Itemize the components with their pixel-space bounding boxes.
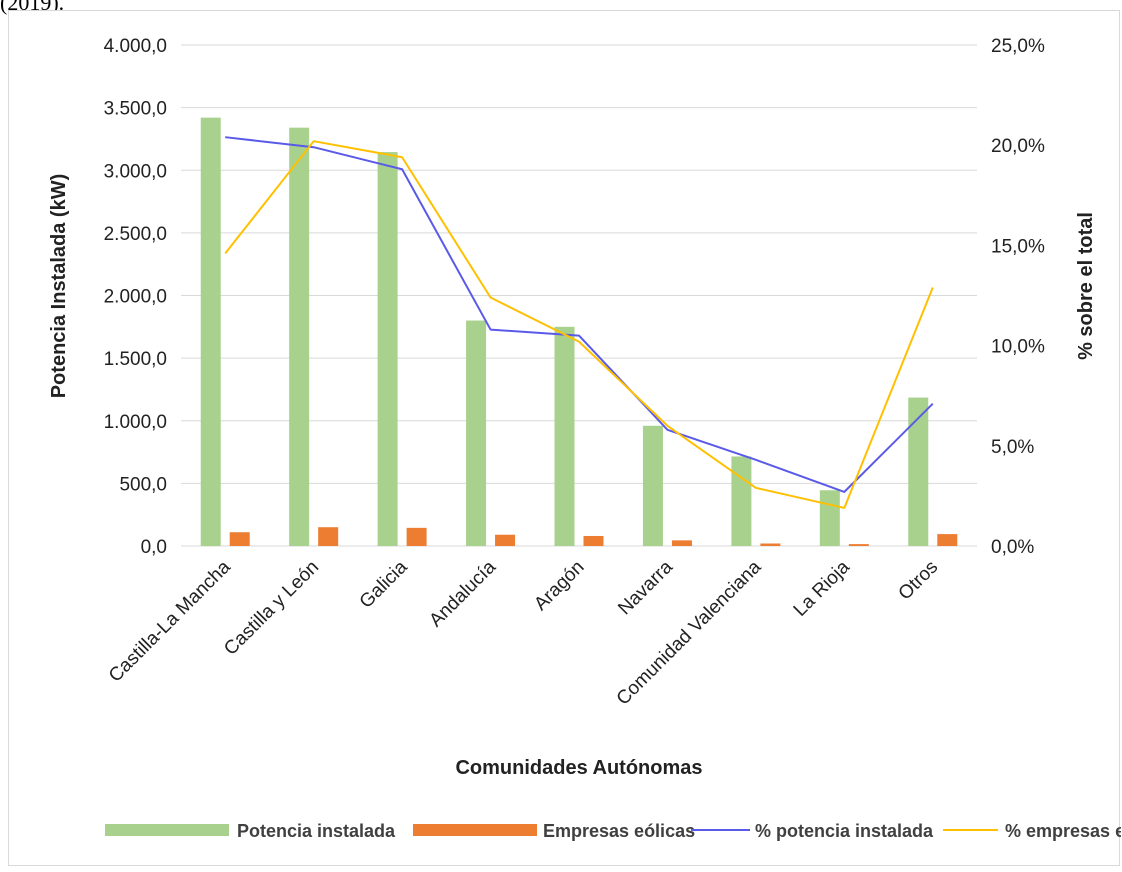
y2-tick-label: 0,0%: [991, 537, 1034, 558]
legend-label-empresas-eolicas: Empresas eólicas: [543, 821, 695, 841]
category-label-comunidad-valenciana: Comunidad Valenciana: [613, 556, 766, 709]
legend-label-pct-empresas: % empresas eólicas: [1005, 821, 1121, 841]
legend: Potencia instalada Empresas eólicas % po…: [105, 821, 1121, 841]
legend-swatch-potencia-instalada: [105, 824, 229, 836]
y-tick-label: 3.500,0: [104, 99, 167, 120]
x-axis-title: Comunidades Autónomas: [455, 757, 702, 779]
y2-tick-label: 10,0%: [991, 337, 1045, 358]
y-tick-label: 1.000,0: [104, 412, 167, 433]
category-label-castilla-y-leon: Castilla y León: [220, 557, 323, 660]
y-tick-label: 2.500,0: [104, 224, 167, 245]
bar-potencia-instalada-castilla-la-mancha: [201, 118, 221, 546]
category-label-navarra: Navarra: [614, 556, 677, 619]
series-lines: [225, 137, 933, 508]
category-label-andalucia: Andalucía: [425, 556, 500, 631]
y-axis-title: Potencia Instalada (kW): [48, 174, 70, 399]
bar-empresas-eolicas-castilla-la-mancha: [230, 532, 250, 546]
legend-label-pct-potencia: % potencia instalada: [755, 821, 934, 841]
bar-empresas-eolicas-otros: [937, 534, 957, 546]
y-tick-label: 2.000,0: [104, 287, 167, 308]
category-label-la-rioja: La Rioja: [790, 556, 854, 620]
right-axis-ticks: 0,0% 5,0% 10,0% 15,0% 20,0% 25,0%: [991, 36, 1045, 558]
y-tick-label: 500,0: [119, 474, 167, 495]
bar-potencia-instalada-andalucia: [466, 321, 486, 546]
bar-empresas-eolicas-castilla-y-leon: [318, 527, 338, 546]
bar-potencia-instalada-otros: [908, 398, 928, 546]
bar-potencia-instalada-navarra: [643, 426, 663, 546]
bar-potencia-instalada-galicia: [378, 152, 398, 546]
bar-empresas-eolicas-la-rioja: [849, 544, 869, 546]
y-tick-label: 0,0: [141, 537, 167, 558]
y2-tick-label: 15,0%: [991, 236, 1045, 257]
bar-empresas-eolicas-andalucia: [495, 535, 515, 546]
category-label-castilla-la-mancha: Castilla-La Mancha: [105, 556, 235, 686]
legend-swatch-empresas-eolicas: [413, 824, 537, 836]
y-tick-label: 3.000,0: [104, 161, 167, 182]
y2-axis-title: % sobre el total: [1075, 212, 1097, 360]
bar-empresas-eolicas-navarra: [672, 540, 692, 546]
line-empresas-eolicas: [225, 141, 933, 508]
combo-chart: 0,0 500,0 1.000,0 1.500,0 2.000,0 2.500,0 3.00…: [9, 11, 1121, 867]
bar-empresas-eolicas-comunidad-valenciana: [760, 543, 780, 546]
y2-tick-label: 20,0%: [991, 136, 1045, 157]
legend-label-potencia-instalada: Potencia instalada: [237, 821, 396, 841]
bar-potencia-instalada-comunidad-valenciana: [731, 456, 751, 546]
chart-frame: 0,0 500,0 1.000,0 1.500,0 2.000,0 2.500,0 3.00…: [8, 10, 1120, 866]
bar-empresas-eolicas-aragon: [584, 536, 604, 546]
bar-potencia-instalada-aragon: [555, 327, 575, 546]
y2-tick-label: 5,0%: [991, 437, 1034, 458]
line-potencia-instalada: [225, 137, 933, 492]
bar-potencia-instalada-castilla-y-leon: [289, 128, 309, 546]
category-label-otros: Otros: [895, 557, 943, 605]
category-label-aragon: Aragón: [530, 557, 588, 615]
y-tick-label: 4.000,0: [104, 36, 167, 57]
y-tick-label: 1.500,0: [104, 349, 167, 370]
bar-empresas-eolicas-galicia: [407, 528, 427, 546]
bar-potencia-instalada-la-rioja: [820, 490, 840, 546]
left-axis-ticks: 0,0 500,0 1.000,0 1.500,0 2.000,0 2.500,0 3.00…: [104, 36, 167, 558]
category-label-galicia: Galicia: [356, 556, 412, 612]
y2-tick-label: 25,0%: [991, 36, 1045, 57]
bars: [201, 118, 958, 546]
